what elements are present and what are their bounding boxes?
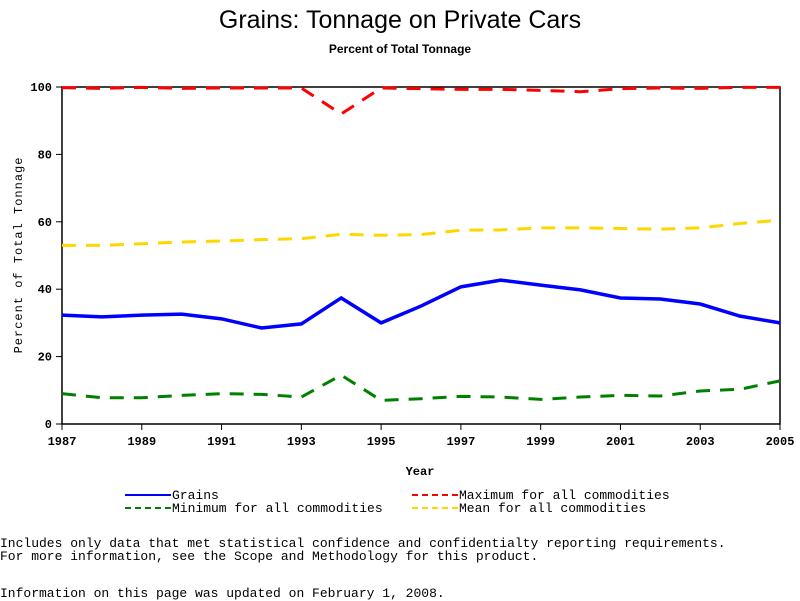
plot-frame	[61, 86, 781, 425]
note-updated: Information on this page was updated on …	[0, 586, 445, 601]
y-tick-label: 20	[38, 351, 52, 365]
y-axis-label: Percent of Total Tonnage	[12, 157, 26, 354]
legend-label: Mean for all commodities	[459, 501, 647, 516]
series-lines	[61, 85, 781, 402]
legend-label: Grains	[172, 488, 219, 503]
x-tick-label: 1987	[48, 435, 77, 449]
axes: 0 20 40 60 80 100 1987 1989 1991 1993 1995 1997 1999…	[30, 81, 794, 449]
y-tick-label: 0	[45, 418, 52, 432]
x-tick-label: 1991	[207, 435, 236, 449]
x-tick-label: 2003	[686, 435, 715, 449]
series-line-mean-for-all-commodities	[62, 218, 781, 247]
y-tick-label: 60	[38, 216, 52, 230]
x-tick-label: 2001	[606, 435, 635, 449]
x-tick-label: 1995	[367, 435, 396, 449]
series-line-grains	[61, 278, 781, 330]
x-tick-label: 1993	[287, 435, 316, 449]
legend-label: Minimum for all commodities	[172, 501, 383, 516]
y-tick-label: 40	[38, 283, 52, 297]
series-line-maximum-for-all-commodities	[61, 85, 780, 116]
x-tick-label: 1997	[446, 435, 475, 449]
legend-swatch	[125, 494, 171, 496]
legend-swatch	[412, 507, 458, 509]
x-tick-label: 2005	[766, 435, 795, 449]
legend-label: Maximum for all commodities	[459, 488, 670, 503]
y-tick-label: 80	[38, 148, 52, 162]
x-axis-label: Year	[406, 465, 435, 479]
legend-swatch	[125, 507, 171, 509]
legend-swatch	[412, 494, 458, 496]
chart-title: Grains: Tonnage on Private Cars	[218, 6, 582, 34]
y-tick-label: 100	[30, 81, 52, 95]
note-methodology: For more information, see the Scope and …	[0, 549, 539, 564]
x-tick-label: 1989	[127, 435, 156, 449]
series-line-minimum-for-all-commodities	[61, 373, 781, 402]
chart-subtitle: Percent of Total Tonnage	[328, 42, 472, 56]
note-confidence: Includes only data that met statistical …	[0, 536, 726, 551]
x-tick-label: 1999	[526, 435, 555, 449]
